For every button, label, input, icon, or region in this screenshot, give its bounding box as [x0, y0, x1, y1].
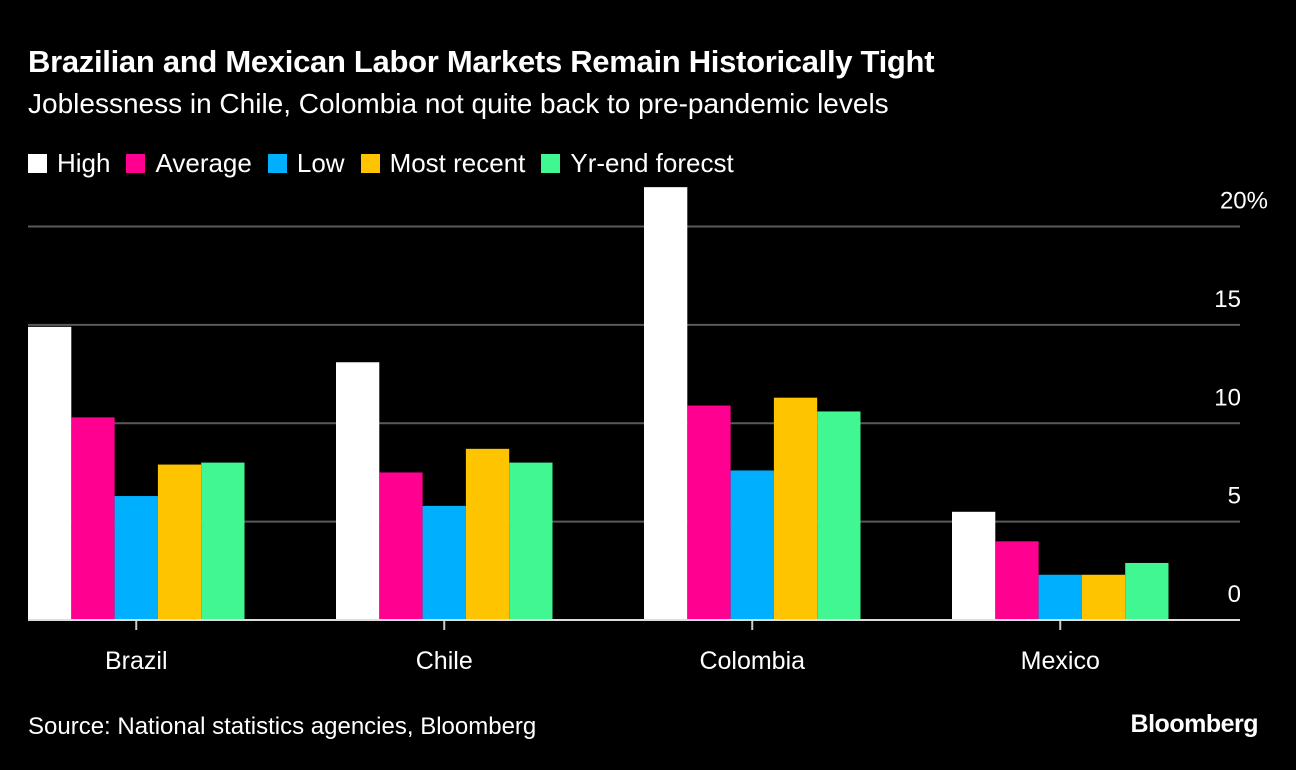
bar-brazil-yr-end-forecst: [201, 462, 245, 620]
bar-chile-average: [379, 472, 423, 620]
x-tick-label: Chile: [416, 647, 473, 675]
source-note: Source: National statistics agencies, Bl…: [28, 713, 537, 740]
y-tick-label: 5: [1228, 483, 1241, 510]
bar-brazil-average: [71, 417, 115, 620]
legend-swatch: [360, 154, 380, 173]
x-tick-label: Mexico: [1021, 647, 1100, 675]
bar-chile-high: [336, 362, 380, 620]
bar-brazil-high: [28, 326, 72, 620]
bloomberg-logo: Bloomberg: [1130, 710, 1259, 738]
bar-chile-yr-end-forecst: [509, 462, 553, 620]
legend-item: Low: [267, 148, 345, 179]
bar-mexico-average: [995, 541, 1039, 620]
bar-colombia-high: [644, 187, 688, 620]
bar-mexico-high: [952, 511, 996, 620]
bar-chile-low: [422, 505, 466, 620]
bar-brazil-low: [114, 496, 158, 620]
bar-mexico-low: [1038, 574, 1082, 620]
legend-label: Low: [296, 148, 345, 178]
legend-item: Most recent: [360, 148, 526, 179]
y-tick-label: 15: [1214, 286, 1241, 313]
legend-swatch: [541, 154, 561, 173]
bar-colombia-average: [687, 405, 731, 620]
x-tick-label: Brazil: [105, 647, 168, 675]
legend-swatch: [267, 154, 287, 173]
chart-subtitle: Joblessness in Chile, Colombia not quite…: [28, 88, 889, 119]
y-tick-label: 0: [1228, 581, 1241, 608]
legend-item: Average: [126, 148, 252, 179]
legend: High Average Low Most recent Yr-end forecst: [28, 148, 750, 179]
chart-title: Brazilian and Mexican Labor Markets Rema…: [28, 44, 935, 79]
bar-chile-most-recent: [465, 448, 510, 620]
bar-colombia-low: [730, 470, 774, 620]
legend-label: High: [57, 148, 111, 178]
legend-swatch: [28, 154, 47, 173]
y-tick-label: 10: [1214, 384, 1241, 411]
legend-label: Most recent: [389, 148, 526, 178]
legend-item: High: [28, 148, 110, 179]
bar-colombia-yr-end-forecst: [817, 411, 861, 620]
legend-swatch: [126, 154, 146, 173]
bar-mexico-yr-end-forecst: [1125, 562, 1169, 620]
bar-mexico-most-recent: [1081, 574, 1126, 620]
x-tick-label: Colombia: [699, 647, 805, 675]
legend-label: Yr-end forecst: [570, 148, 734, 178]
bar-brazil-most-recent: [157, 464, 202, 620]
legend-label: Average: [155, 148, 252, 178]
y-tick-label: 20%: [1220, 188, 1268, 215]
legend-item: Yr-end forecst: [541, 148, 734, 179]
bar-colombia-most-recent: [773, 397, 818, 620]
